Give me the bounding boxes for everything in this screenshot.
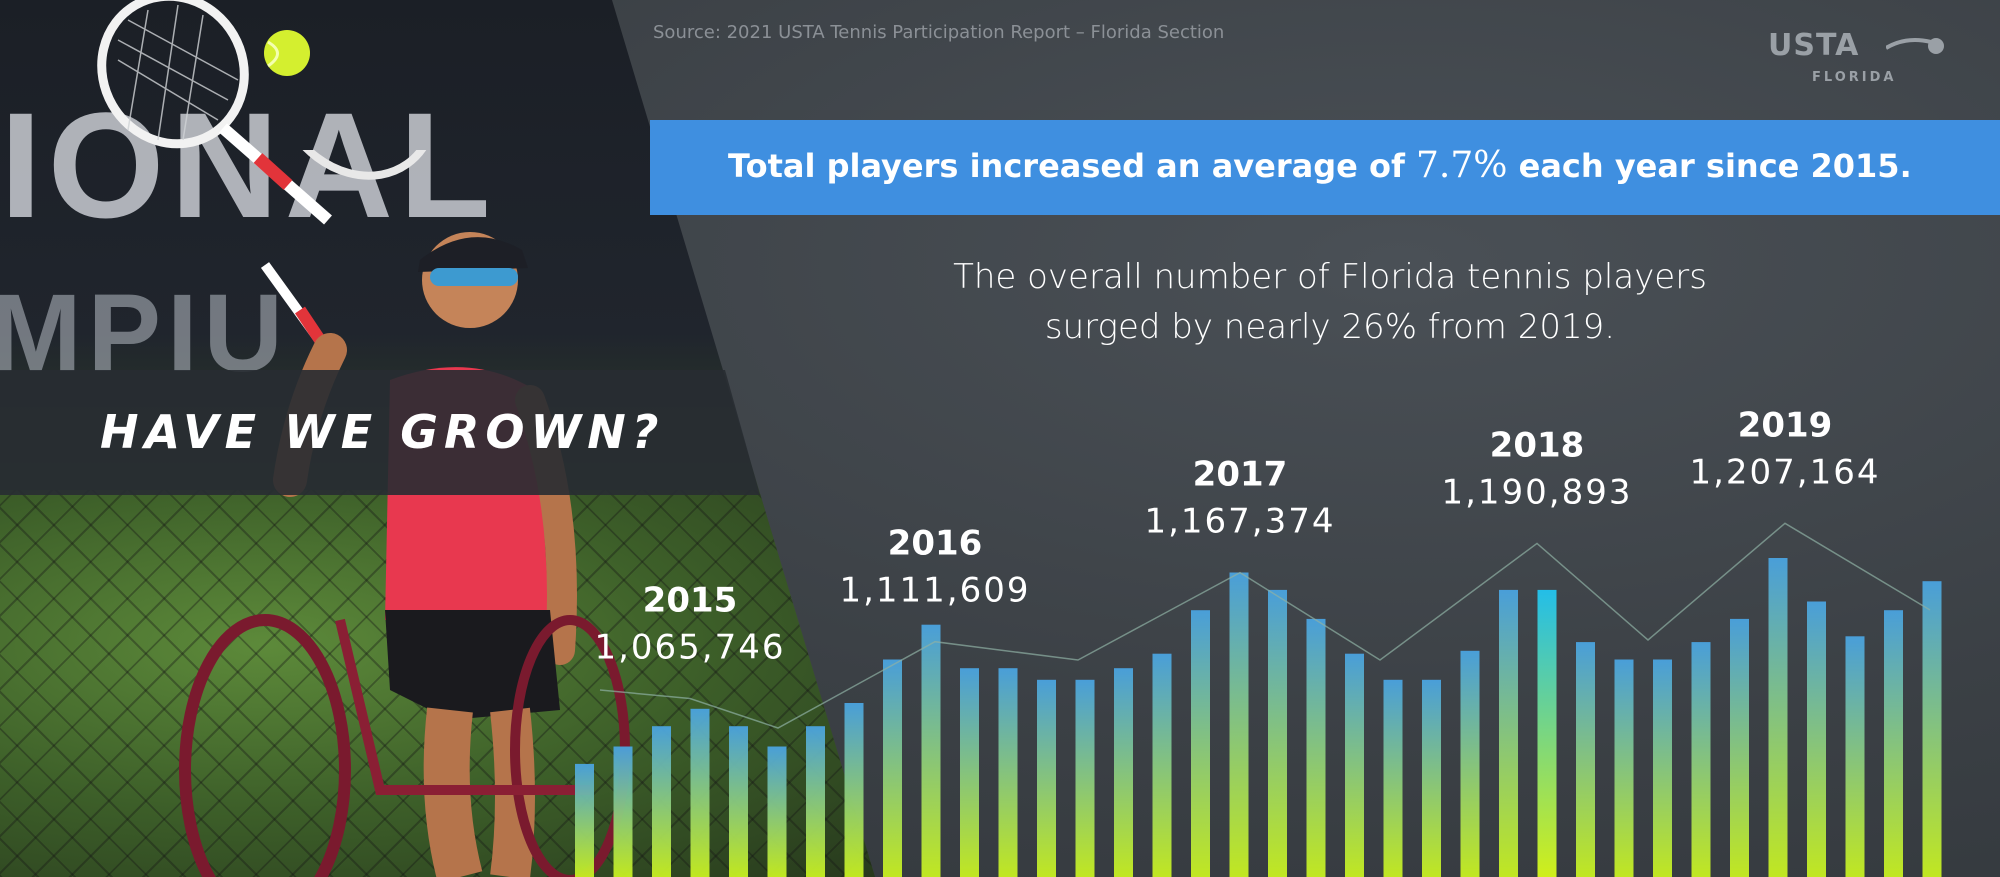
decorative-bar: [1422, 679, 1441, 877]
decorative-bar: [1691, 642, 1711, 877]
subtitle-line-1: The overall number of Florida tennis pla…: [953, 257, 1707, 297]
value-label: 1,207,164: [1689, 452, 1880, 492]
headline: HAVE WE GROWN?: [100, 405, 665, 459]
decorative-bar: [998, 668, 1018, 877]
logo-wordmark: USTA: [1768, 28, 1860, 63]
value-label: 1,111,609: [839, 571, 1030, 611]
decorative-bar: [1845, 636, 1865, 877]
decorative-bar: [1730, 618, 1749, 877]
subtitle: The overall number of Florida tennis pla…: [880, 252, 1780, 352]
subtitle-line-2: surged by nearly 26% from 2019.: [1044, 307, 1616, 347]
value-label: 1,190,893: [1441, 472, 1632, 512]
decorative-bar: [1653, 659, 1672, 877]
year-label: 2017: [1193, 455, 1288, 495]
decorative-bar: [1037, 679, 1056, 877]
decorative-bar: [1191, 610, 1210, 877]
decorative-bar: [1460, 650, 1480, 877]
highlight-text: Total players increased an average of 7.…: [728, 145, 1912, 186]
year-label: 2016: [888, 524, 983, 564]
decorative-bar: [1922, 581, 1942, 877]
decorative-bar: [1268, 589, 1287, 877]
series-line: [599, 522, 1931, 729]
decorative-bar: [729, 726, 748, 877]
decorative-bar: [1306, 618, 1326, 877]
decorative-bar: [1576, 642, 1595, 877]
value-label: 1,167,374: [1144, 502, 1335, 542]
decorative-bar: [690, 708, 710, 877]
decorative-bar: [1152, 653, 1172, 877]
value-label: 1,065,746: [594, 628, 785, 668]
year-label: 2018: [1490, 425, 1585, 465]
decorative-bar: [806, 726, 825, 877]
decorative-bar: [1614, 659, 1634, 877]
decorative-bar: [1768, 558, 1788, 877]
decorative-bar: [921, 624, 941, 877]
decorative-bar: [1075, 679, 1095, 877]
decorative-bar: [1807, 601, 1826, 877]
logo-swoosh-icon: [1886, 38, 1944, 54]
decorative-bar: [1537, 589, 1557, 877]
highlight-post: each year since 2015.: [1507, 147, 1912, 185]
decorative-bar: [652, 726, 671, 877]
decorative-bar: [1884, 610, 1903, 877]
racket-icon: [97, 0, 332, 225]
year-label: 2019: [1738, 405, 1833, 445]
highlight-band: [650, 120, 2000, 215]
decorative-bar: [575, 763, 594, 877]
decorative-bar: [1229, 572, 1249, 877]
decorative-bar: [767, 746, 787, 877]
usta-logo: USTA FLORIDA: [1768, 28, 1948, 88]
decorative-bar: [1383, 679, 1403, 877]
source-citation: Source: 2021 USTA Tennis Participation R…: [653, 22, 1225, 43]
year-label: 2015: [643, 581, 738, 621]
decorative-bar: [613, 746, 633, 877]
decorative-bar: [1345, 653, 1364, 877]
decorative-bar: [844, 703, 864, 877]
tennis-ball-icon: [264, 30, 310, 76]
highlight-pct: 7.7%: [1416, 145, 1508, 186]
decorative-bar: [883, 659, 902, 877]
highlight-pre: Total players increased an average of: [728, 147, 1417, 185]
decorative-bar: [1499, 589, 1518, 877]
headline-band: [0, 370, 760, 495]
logo-region: FLORIDA: [1812, 70, 1897, 85]
decorative-bar: [1114, 668, 1133, 877]
decorative-bar: [960, 668, 979, 877]
